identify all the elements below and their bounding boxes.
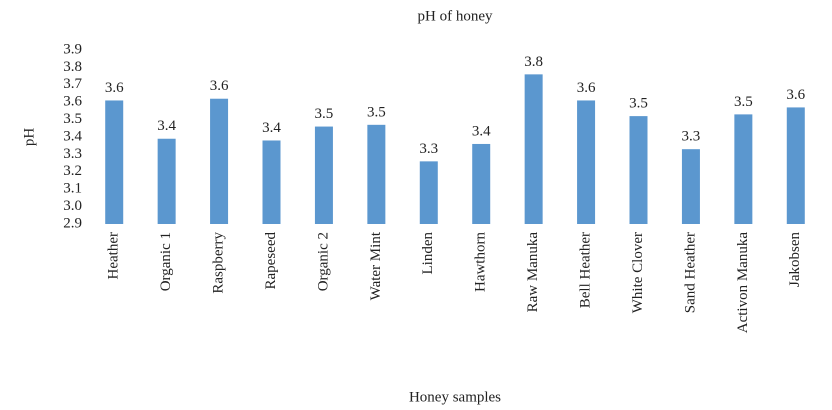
y-tick-label: 3.9 <box>63 41 82 57</box>
chart-title: pH of honey <box>418 8 493 24</box>
bar <box>524 74 543 224</box>
x-tick-label: Heather <box>106 232 122 279</box>
value-label: 3.4 <box>472 123 491 139</box>
bar <box>786 107 805 224</box>
value-label: 3.4 <box>262 120 281 136</box>
y-tick-label: 3.4 <box>63 128 82 144</box>
bar <box>734 114 753 224</box>
y-axis-title: pH <box>21 128 37 147</box>
value-label: 3.8 <box>524 54 543 70</box>
bar <box>367 124 386 224</box>
bar <box>314 126 333 224</box>
x-axis-title: Honey samples <box>409 389 501 405</box>
y-tick-label: 3.0 <box>63 198 82 214</box>
x-tick-label: Organic 2 <box>315 232 331 291</box>
value-label: 3.3 <box>682 129 701 145</box>
value-label: 3.6 <box>786 87 805 103</box>
bar <box>472 143 491 224</box>
bar <box>577 100 596 224</box>
bar <box>105 100 124 224</box>
bar <box>629 116 648 224</box>
x-tick-label: Raw Manuka <box>525 232 541 313</box>
y-tick-label: 3.8 <box>63 59 82 75</box>
x-tick-label: White Clover <box>630 232 646 313</box>
value-label: 3.6 <box>577 80 596 96</box>
x-tick-label: Raspberry <box>211 232 227 294</box>
value-label: 3.5 <box>367 104 386 120</box>
x-tick-label: Sand Heather <box>682 232 698 313</box>
x-tick-label: Bell Heather <box>578 232 594 308</box>
y-tick-label: 3.1 <box>63 181 82 197</box>
x-tick-label: Activon Manuka <box>735 232 751 334</box>
value-label: 3.6 <box>210 78 229 94</box>
value-label: 3.5 <box>315 106 334 122</box>
value-label: 3.6 <box>105 80 124 96</box>
x-tick-label: Organic 1 <box>158 232 174 291</box>
x-tick-label: Linden <box>420 232 436 275</box>
value-label: 3.3 <box>419 141 438 157</box>
x-tick-label: Water Mint <box>368 231 384 300</box>
value-label: 3.5 <box>734 94 753 110</box>
bar <box>419 161 438 224</box>
y-tick-label: 3.6 <box>63 94 82 110</box>
y-tick-label: 3.7 <box>63 76 82 92</box>
value-label: 3.4 <box>157 118 176 134</box>
y-tick-label: 2.9 <box>63 215 82 231</box>
y-tick-label: 3.5 <box>63 111 82 127</box>
value-label: 3.5 <box>629 96 648 112</box>
bar <box>210 98 229 224</box>
x-tick-label: Rapeseed <box>263 232 279 290</box>
y-tick-label: 3.3 <box>63 146 82 162</box>
bar <box>681 149 700 224</box>
x-tick-label: Jakobsen <box>787 232 803 287</box>
x-tick-label: Hawthorn <box>473 232 489 292</box>
bar <box>157 138 176 224</box>
y-tick-label: 3.2 <box>63 163 82 179</box>
bar <box>262 140 281 224</box>
